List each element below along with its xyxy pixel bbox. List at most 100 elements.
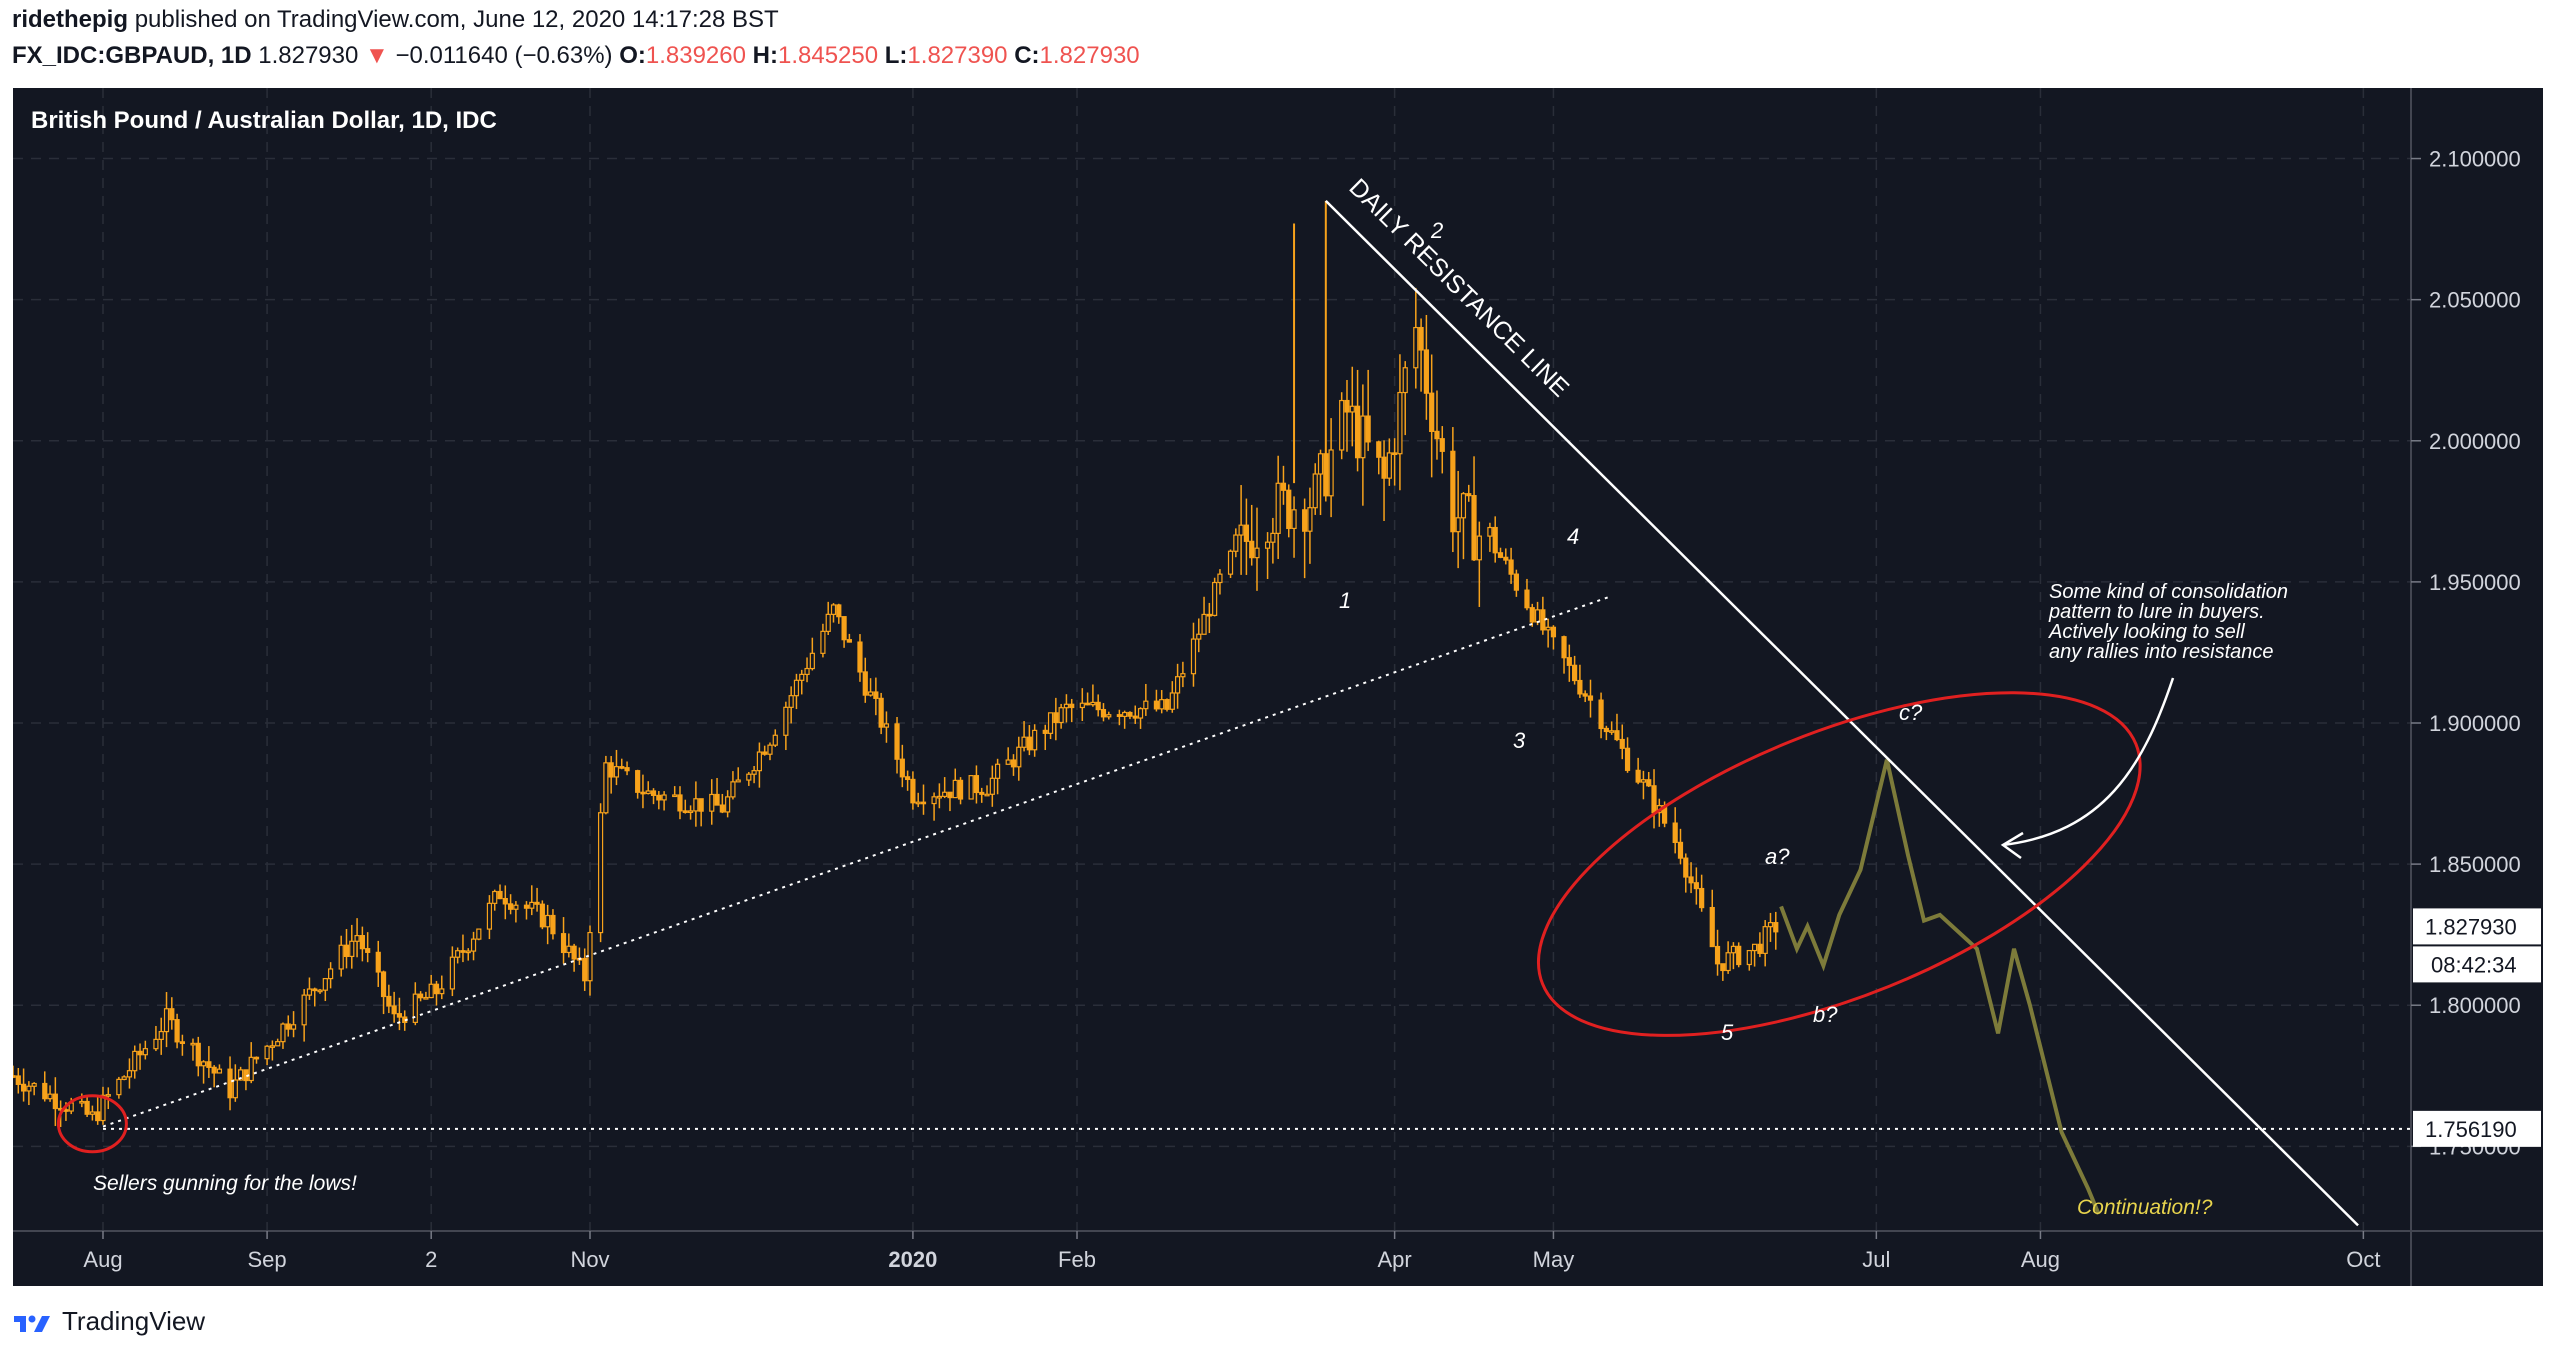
candle-body [1619, 738, 1625, 749]
published-text: published on TradingView.com, June 12, 2… [134, 6, 779, 33]
wave-b-label: b? [1813, 1002, 1838, 1027]
tradingview-brand[interactable]: TradingView [62, 1306, 206, 1336]
candle-body [1450, 450, 1456, 533]
countdown-tag-bg [2413, 946, 2541, 983]
candle-body [857, 641, 863, 673]
candle-body [1032, 729, 1038, 751]
candle-body [375, 951, 381, 973]
candle-body [714, 793, 720, 806]
current-price-tag: 1.827930 [2425, 914, 2517, 939]
continuation-note: Continuation!? [2077, 1196, 2213, 1219]
candle-body [132, 1050, 138, 1072]
candle-body [820, 630, 826, 654]
candle-body [1534, 609, 1541, 623]
candle-body [1063, 703, 1070, 709]
candle-body [507, 903, 514, 910]
candle-body [253, 1056, 260, 1060]
close-label: C: [1014, 42, 1040, 69]
time-tick-label: 2020 [888, 1247, 937, 1272]
candle-body [1699, 887, 1705, 909]
candle-body [915, 801, 921, 805]
low-label: L: [884, 42, 908, 69]
candle-body [15, 1075, 21, 1085]
candle-body [195, 1042, 201, 1067]
candle-body [232, 1079, 238, 1099]
candle-body [1249, 540, 1255, 559]
candle-body [1376, 441, 1382, 458]
candle-body [31, 1082, 37, 1087]
candle-body [412, 993, 418, 1023]
candle-body [227, 1068, 233, 1099]
candle-body [1672, 822, 1678, 844]
candle-body [867, 691, 874, 696]
publisher-name[interactable]: ridethepig [12, 6, 129, 33]
candle-body [1635, 769, 1641, 783]
candle-body [391, 1005, 397, 1015]
candle-body [1550, 626, 1557, 638]
price-tick-label: 2.050000 [2429, 288, 2521, 313]
chart-container[interactable]: DAILY RESISTANCE LINE 2 1 3 4 5 a? b? c?… [13, 88, 2543, 1286]
candle-body [1540, 609, 1546, 631]
candle-body [264, 1045, 270, 1060]
candle-body [280, 1023, 286, 1043]
candle-body [1524, 589, 1530, 609]
candle-body [1709, 906, 1715, 948]
candle-body [1751, 943, 1758, 952]
candle-body [1286, 489, 1292, 530]
candle-body [995, 763, 1001, 779]
candle-body [492, 890, 498, 904]
candle-body [687, 810, 694, 814]
candle-body [1270, 532, 1276, 543]
price-tick-label: 1.850000 [2429, 852, 2521, 877]
candle-body [767, 744, 773, 755]
candle-body [1773, 922, 1779, 933]
candle-body [1100, 708, 1107, 718]
candle-body [1762, 926, 1768, 954]
candle-body [656, 794, 662, 801]
candle-body [1497, 552, 1504, 558]
price-chart[interactable]: DAILY RESISTANCE LINE 2 1 3 4 5 a? b? c?… [13, 88, 2543, 1286]
candle-body [1159, 699, 1165, 710]
candle-body [1566, 657, 1572, 666]
candle-body [603, 762, 609, 814]
candle-body [47, 1093, 53, 1100]
candle-body [989, 777, 995, 795]
candle-body [1095, 701, 1101, 711]
candle-body [190, 1042, 196, 1046]
candle-body [1614, 730, 1620, 741]
trend-line[interactable] [102, 595, 1612, 1128]
candle-body [1720, 963, 1726, 972]
candle-body [1264, 541, 1271, 549]
candle-body [809, 652, 815, 670]
candle-body [836, 604, 842, 618]
consolidation-note-line-3: Actively looking to sell [2048, 621, 2245, 643]
tradingview-logo-icon[interactable] [12, 1310, 52, 1334]
candle-body [1466, 493, 1472, 497]
candle-body [1233, 534, 1239, 552]
candle-body [984, 793, 990, 797]
candle-body [566, 945, 572, 954]
candle-body [1127, 711, 1133, 717]
candle-body [878, 697, 884, 728]
candle-body [905, 776, 911, 781]
candle-body [1392, 452, 1398, 456]
price-tick-label: 2.100000 [2429, 147, 2521, 172]
candle-body [1439, 438, 1445, 452]
candle-body [1047, 712, 1054, 734]
candle-body [534, 901, 540, 905]
candle-body [301, 994, 307, 1026]
time-axis[interactable]: Aug Sep 2 Nov 2020 Feb Apr May Jul Aug Oct [83, 1231, 2380, 1272]
open-value: 1.839260 [645, 42, 746, 69]
resistance-line[interactable] [1324, 200, 2359, 1227]
candle-body [645, 790, 651, 795]
candle-body [1079, 702, 1085, 709]
candle-body [1413, 326, 1419, 369]
chart-title: British Pound / Australian Dollar, 1D, I… [31, 107, 497, 134]
candle-body [1587, 695, 1594, 701]
candle-body [523, 904, 530, 909]
price-change: −0.011640 (−0.63%) [395, 42, 613, 69]
candle-body [1572, 664, 1578, 682]
candle-body [624, 767, 630, 772]
candle-body [1577, 679, 1583, 695]
candle-body [343, 944, 350, 958]
